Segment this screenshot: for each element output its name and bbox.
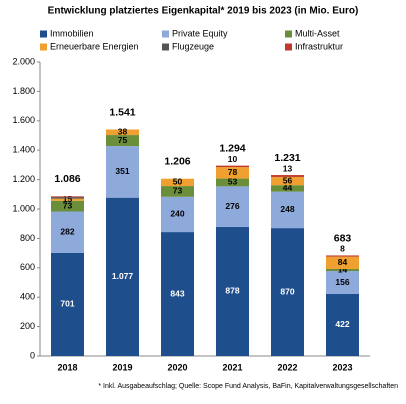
bar-segment: [326, 293, 359, 356]
bar-segment: [106, 129, 139, 136]
segment-label: 843: [170, 288, 184, 298]
segment-label: 701: [60, 299, 74, 309]
x-tick-label: 2020: [167, 362, 187, 372]
bar-segment: [106, 197, 139, 356]
bar-segment: [216, 178, 249, 187]
segment-label: 351: [115, 166, 129, 176]
legend-label: Flugzeuge: [172, 41, 214, 51]
bar-segment: [161, 232, 194, 356]
bar-segment: [271, 176, 304, 186]
bar-segment: [216, 165, 249, 168]
bar-segment: [51, 200, 84, 212]
segment-label: 1.077: [112, 271, 134, 281]
legend-label: Infrastruktur: [295, 41, 343, 51]
bar-segment: [216, 167, 249, 179]
y-tick-label: 1.200: [12, 174, 35, 184]
total-label: 683: [334, 232, 352, 244]
segment-label: 870: [280, 286, 294, 296]
segment-label: 73: [63, 200, 73, 210]
y-tick-label: 1.000: [12, 203, 35, 213]
segment-label: 56: [283, 175, 293, 185]
bar-segment: [161, 186, 194, 197]
bar-segment: [51, 196, 84, 198]
x-tick-label: 2022: [277, 362, 297, 372]
legend-swatch: [285, 43, 292, 51]
total-label: 1.294: [219, 143, 245, 155]
segment-label: 44: [283, 183, 293, 193]
segment-label: 282: [60, 226, 74, 236]
bar-segment: [326, 256, 359, 269]
bar-segment: [271, 175, 304, 177]
segment-label: 156: [335, 277, 349, 287]
legend-swatch: [40, 30, 47, 38]
legend-label: Erneuerbare Energien: [50, 41, 139, 51]
y-tick-label: 400: [20, 292, 35, 302]
bar-segment: [51, 198, 84, 201]
bar-segment: [326, 268, 359, 272]
bar-segment: [106, 135, 139, 147]
x-tick-label: 2019: [112, 362, 132, 372]
bar-segment: [271, 228, 304, 356]
bar-segment: [216, 226, 249, 356]
bar-segment: [161, 196, 194, 233]
y-tick-label: 800: [20, 233, 35, 243]
segment-label: 15: [63, 194, 73, 204]
legend-label: Immobilien: [50, 28, 94, 38]
x-tick-label: 2023: [332, 362, 352, 372]
segment-label: 50: [173, 177, 183, 187]
bar-segment: [106, 146, 139, 198]
y-tick-label: 1.600: [12, 115, 35, 125]
segment-label: 8: [340, 244, 345, 254]
bar-segment: [326, 271, 359, 294]
x-tick-label: 2021: [222, 362, 242, 372]
bar-segment: [326, 255, 359, 257]
y-tick-label: 2.000: [12, 56, 35, 66]
legend-swatch: [162, 43, 169, 51]
legend-swatch: [285, 30, 292, 38]
y-tick-label: 1.800: [12, 86, 35, 96]
bar-segment: [271, 191, 304, 229]
total-label: 1.541: [109, 106, 135, 118]
segment-label: 422: [335, 319, 349, 329]
segment-label: 13: [283, 163, 293, 173]
segment-label: 78: [228, 167, 238, 177]
bar-segment: [161, 178, 194, 187]
segment-label: 73: [173, 186, 183, 196]
total-label: 1.231: [274, 152, 300, 164]
segment-label: 248: [280, 204, 294, 214]
legend-swatch: [162, 30, 169, 38]
segment-label: 240: [170, 209, 184, 219]
segment-label: 276: [225, 201, 239, 211]
legend-label: Multi-Asset: [295, 28, 340, 38]
bar-segment: [51, 211, 84, 253]
bar-segment: [216, 186, 249, 227]
segment-label: 38: [118, 127, 128, 137]
footnote: * Inkl. Ausgabeaufschlag; Quelle: Scope …: [98, 383, 398, 390]
y-tick-label: 600: [20, 262, 35, 272]
total-label: 1.086: [54, 173, 80, 185]
y-tick-label: 200: [20, 321, 35, 331]
bar-segment: [271, 185, 304, 192]
segment-label: 75: [118, 135, 128, 145]
segment-label: 84: [338, 257, 348, 267]
legend-swatch: [40, 43, 47, 51]
legend-label: Private Equity: [172, 28, 228, 38]
y-tick-label: 1.400: [12, 145, 35, 155]
segment-label: 53: [228, 177, 238, 187]
x-tick-label: 2018: [57, 362, 77, 372]
bar-segment: [51, 197, 84, 199]
chart-title: Entwicklung platziertes Eigenkapital* 20…: [48, 6, 359, 17]
total-label: 1.206: [164, 155, 190, 167]
segment-label: 14: [338, 264, 348, 274]
segment-label: 878: [225, 286, 239, 296]
bar-segment: [51, 252, 84, 356]
segment-label: 10: [228, 154, 238, 164]
y-tick-label: 0: [30, 350, 35, 360]
